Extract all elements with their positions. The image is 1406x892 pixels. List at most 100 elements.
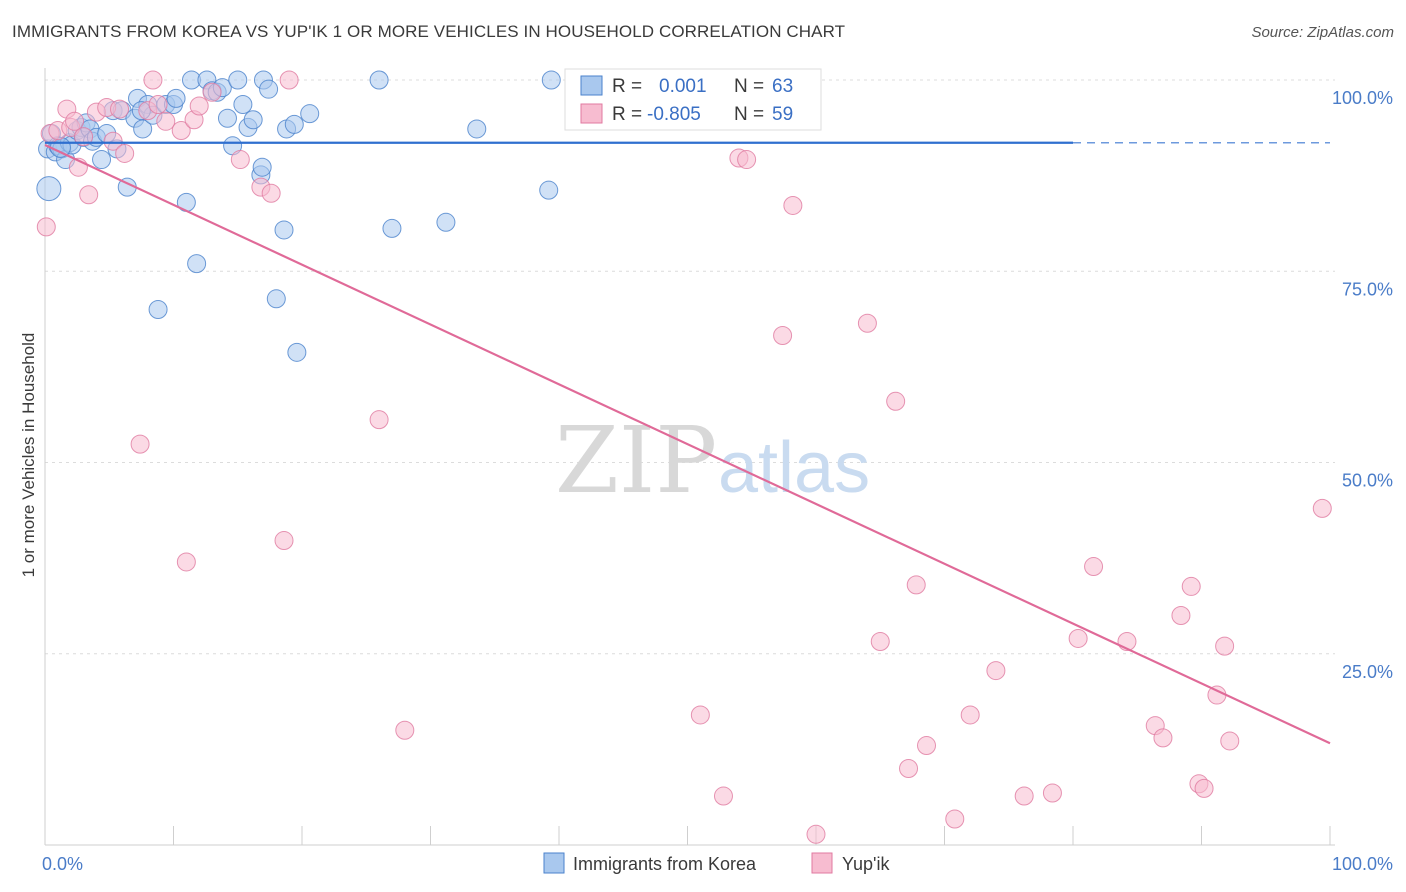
stats-legend: R = 0.001 N = 63 R = -0.805 N = 59 bbox=[564, 68, 822, 131]
yupik-point-20 bbox=[176, 552, 196, 572]
korea-point-47 bbox=[266, 289, 286, 309]
korea-point-60 bbox=[36, 176, 62, 202]
yupik-point-43 bbox=[917, 736, 937, 756]
y-tick-label-75: 75.0% bbox=[1342, 279, 1393, 299]
y-tick-label-50: 50.0% bbox=[1342, 471, 1393, 491]
watermark-zip: ZIP bbox=[555, 407, 717, 514]
korea-point-57 bbox=[539, 180, 559, 200]
legend-swatch-pink bbox=[580, 103, 603, 124]
yupik-point-32 bbox=[713, 786, 733, 806]
legend-r-label-1: R = bbox=[612, 76, 642, 97]
yupik-point-54 bbox=[1171, 606, 1191, 625]
yupik-point-22 bbox=[189, 96, 209, 116]
korea-point-40 bbox=[233, 94, 253, 114]
y-axis-label: 1 or more Vehicles in Household bbox=[19, 333, 38, 578]
yupik-point-59 bbox=[1215, 636, 1235, 656]
yupik-point-27 bbox=[274, 531, 294, 551]
yupik-point-17 bbox=[148, 94, 168, 114]
x-tick-label-100: 100.0% bbox=[1332, 854, 1393, 874]
yupik-point-39 bbox=[870, 632, 890, 652]
yupik-point-37 bbox=[806, 824, 826, 844]
yupik-point-55 bbox=[1181, 576, 1201, 596]
yupik-point-7 bbox=[74, 127, 94, 147]
legend-swatch-blue bbox=[580, 75, 603, 96]
yupik-point-38 bbox=[857, 313, 877, 333]
korea-point-29 bbox=[166, 88, 186, 108]
bottom-legend-label-yupik: Yup'ik bbox=[842, 854, 890, 874]
series-legend: Immigrants from Korea Yup'ik bbox=[543, 852, 890, 874]
korea-point-51 bbox=[287, 342, 307, 362]
yupik-point-31 bbox=[690, 705, 710, 725]
korea-point-46 bbox=[259, 79, 279, 99]
korea-point-48 bbox=[274, 220, 294, 240]
x-tick-label-0: 0.0% bbox=[42, 854, 83, 874]
yupik-trend-line bbox=[44, 144, 1331, 745]
trend-lines bbox=[44, 141, 1331, 745]
korea-point-53 bbox=[369, 70, 389, 90]
yupik-point-23 bbox=[202, 82, 222, 102]
yupik-point-60 bbox=[1220, 731, 1240, 751]
korea-point-44 bbox=[252, 157, 272, 177]
korea-point-55 bbox=[436, 212, 456, 232]
yupik-point-44 bbox=[945, 809, 965, 829]
yupik-point-47 bbox=[1014, 786, 1034, 806]
source-label: Source: ZipAtlas.com bbox=[1251, 24, 1394, 41]
yupik-point-13 bbox=[115, 143, 135, 163]
legend-r-value-2: -0.805 bbox=[647, 104, 701, 125]
korea-point-26 bbox=[148, 300, 168, 319]
yupik-point-0 bbox=[36, 217, 56, 237]
yupik-point-28 bbox=[279, 70, 299, 90]
y-tick-label-100: 100.0% bbox=[1332, 88, 1393, 108]
y-tick-labels: 100.0% 75.0% 50.0% 25.0% bbox=[1332, 88, 1393, 682]
bottom-legend-label-korea: Immigrants from Korea bbox=[573, 854, 757, 874]
yupik-point-26 bbox=[261, 183, 281, 203]
yupik-point-11 bbox=[103, 131, 123, 151]
yupik-point-53 bbox=[1153, 728, 1173, 748]
yupik-point-30 bbox=[395, 720, 415, 740]
yupik-point-46 bbox=[986, 661, 1006, 681]
yupik-point-49 bbox=[1068, 628, 1088, 648]
korea-point-32 bbox=[187, 254, 207, 274]
yupik-point-34 bbox=[737, 150, 757, 170]
yupik-point-45 bbox=[960, 705, 980, 725]
yupik-point-18 bbox=[156, 111, 176, 131]
yupik-point-8 bbox=[79, 185, 99, 205]
legend-n-value-1: 63 bbox=[772, 76, 793, 97]
yupik-point-50 bbox=[1084, 557, 1104, 577]
legend-n-label-1: N = bbox=[734, 76, 764, 97]
yupik-point-12 bbox=[110, 99, 130, 119]
korea-point-37 bbox=[217, 108, 237, 128]
legend-r-value-1: 0.001 bbox=[659, 76, 707, 97]
bottom-legend-swatch-yupik bbox=[811, 852, 833, 874]
yupik-point-42 bbox=[906, 575, 926, 595]
yupik-point-48 bbox=[1042, 783, 1062, 803]
x-tick-labels: 0.0% 100.0% bbox=[42, 854, 1393, 874]
watermark: ZIP atlas bbox=[555, 407, 870, 514]
yupik-point-57 bbox=[1194, 778, 1214, 798]
yupik-point-36 bbox=[783, 195, 803, 215]
y-tick-label-25: 25.0% bbox=[1342, 662, 1393, 682]
legend-n-value-2: 59 bbox=[772, 104, 793, 125]
korea-point-42 bbox=[243, 110, 263, 130]
series-korea-points bbox=[36, 70, 646, 362]
series-yupik-points bbox=[36, 70, 1332, 844]
bottom-legend-swatch-korea bbox=[543, 852, 565, 874]
korea-point-39 bbox=[228, 70, 248, 90]
yupik-point-61 bbox=[1312, 498, 1332, 518]
yupik-point-29 bbox=[369, 410, 389, 430]
korea-point-58 bbox=[541, 70, 561, 90]
korea-point-50 bbox=[284, 114, 304, 134]
yupik-point-14 bbox=[130, 434, 150, 454]
yupik-point-41 bbox=[899, 759, 919, 778]
yupik-point-35 bbox=[773, 326, 793, 346]
korea-point-15 bbox=[92, 150, 112, 170]
legend-n-label-2: N = bbox=[734, 104, 764, 125]
yupik-point-40 bbox=[886, 391, 906, 411]
yupik-point-24 bbox=[230, 150, 250, 170]
yupik-point-16 bbox=[143, 70, 163, 90]
legend-r-label-2: R = bbox=[612, 104, 642, 125]
yupik-point-5 bbox=[65, 111, 85, 131]
korea-point-56 bbox=[467, 119, 487, 139]
chart-title: IMMIGRANTS FROM KOREA VS YUP'IK 1 OR MOR… bbox=[12, 22, 846, 41]
